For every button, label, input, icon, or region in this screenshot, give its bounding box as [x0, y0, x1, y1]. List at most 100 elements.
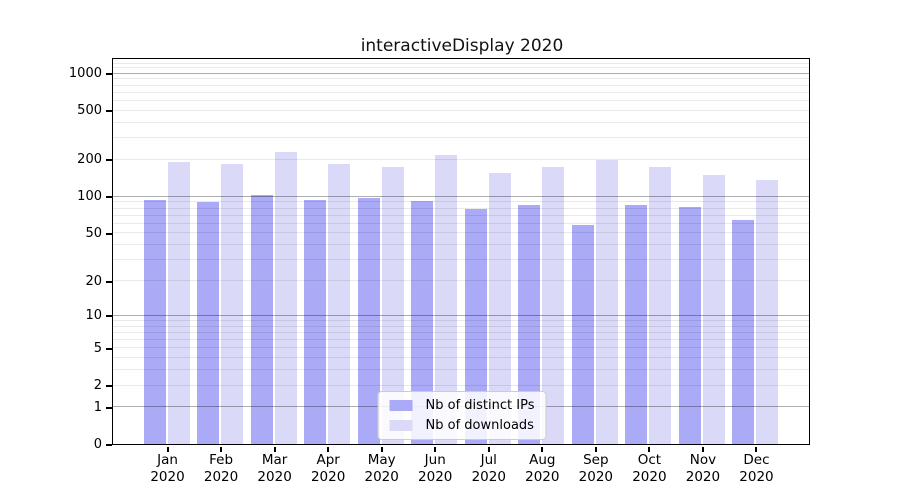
gridline-minor-1200	[113, 62, 809, 64]
x-tick-month: Jun	[424, 452, 446, 468]
x-tick-label-sep: Sep 2020	[564, 452, 628, 486]
bar-downloads-may	[381, 167, 404, 444]
legend-item-distinct-ips: Nb of distinct IPs	[389, 398, 534, 413]
x-tick-mark-oct	[648, 447, 651, 452]
gridline-minor-40	[113, 244, 809, 246]
x-tick-month: Aug	[529, 452, 556, 468]
y-tick-mark-2	[106, 385, 112, 388]
y-tick-mark-0	[106, 444, 112, 446]
x-tick-mark-nov	[701, 447, 704, 452]
x-tick-year: 2020	[150, 469, 185, 485]
x-tick-mark-jul	[487, 447, 490, 452]
y-tick-mark-10	[106, 315, 112, 318]
y-tick-mark-1000	[106, 73, 112, 76]
gridline-minor-70	[113, 214, 809, 216]
y-tick-label-500: 500	[77, 103, 102, 119]
x-tick-label-nov: Nov 2020	[671, 452, 735, 486]
bar-ips-jul	[464, 208, 487, 444]
grid-layer	[113, 59, 809, 444]
gridline-minor-8	[113, 325, 809, 327]
bars-layer	[113, 59, 809, 444]
x-tick-year: 2020	[525, 469, 560, 485]
x-tick-year: 2020	[310, 469, 346, 485]
gridline-minor-90	[113, 201, 809, 203]
y-tick-label-10: 10	[85, 308, 102, 324]
bar-ips-feb	[197, 201, 220, 444]
bar-downloads-aug	[542, 166, 565, 444]
gridline-minor-1100	[113, 67, 809, 69]
legend-swatch-downloads	[389, 420, 413, 431]
x-tick-mark-aug	[541, 447, 544, 452]
gridline-minor-900	[113, 78, 809, 80]
y-tick-mark-500	[106, 110, 112, 113]
x-tick-year: 2020	[471, 469, 506, 485]
bar-ips-jan	[143, 200, 166, 444]
y-tick-label-20: 20	[85, 273, 102, 289]
bar-downloads-jun	[435, 155, 458, 444]
x-tick-year: 2020	[364, 469, 399, 485]
y-tick-label-1000: 1000	[68, 66, 102, 82]
x-tick-label-mar: Mar 2020	[243, 452, 307, 486]
y-tick-mark-100	[106, 196, 112, 199]
x-tick-year: 2020	[685, 469, 721, 485]
legend: Nb of distinct IPs Nb of downloads	[377, 391, 547, 440]
x-tick-mark-jun	[434, 447, 437, 452]
gridline-minor-6	[113, 339, 809, 341]
y-tick-mark-20	[106, 280, 112, 283]
x-tick-mark-apr	[327, 447, 330, 452]
gridline-minor-400	[113, 121, 809, 123]
plot-area	[112, 58, 810, 445]
x-tick-mark-dec	[755, 447, 758, 452]
y-tick-label-2: 2	[93, 378, 102, 394]
x-tick-label-jan: Jan 2020	[136, 452, 200, 486]
legend-item-downloads: Nb of downloads	[389, 418, 535, 433]
bar-ips-dec	[732, 219, 755, 444]
gridline-minor-60	[113, 222, 809, 224]
bar-ips-mar	[250, 195, 273, 444]
y-tick-mark-50	[106, 232, 112, 235]
bar-downloads-feb	[221, 163, 244, 444]
gridline-minor-300	[113, 137, 809, 139]
x-tick-label-jul: Jul 2020	[457, 452, 521, 486]
x-tick-month: May	[367, 452, 396, 468]
x-tick-mark-jan	[166, 447, 169, 452]
y-tick-mark-200	[106, 159, 112, 162]
gridline-minor-2	[113, 384, 809, 386]
gridline-minor-800	[113, 84, 809, 86]
x-tick-month: Apr	[316, 452, 340, 468]
x-tick-label-aug: Aug 2020	[510, 452, 574, 486]
x-tick-mark-sep	[594, 447, 597, 452]
gridline-minor-500	[113, 109, 809, 111]
x-tick-month: Mar	[261, 452, 288, 468]
x-tick-label-apr: Apr 2020	[296, 452, 360, 486]
x-tick-month: Dec	[743, 452, 770, 468]
gridline-minor-80	[113, 207, 809, 209]
y-tick-mark-1	[106, 406, 112, 409]
bar-downloads-dec	[756, 179, 779, 444]
gridline-minor-4	[113, 357, 809, 359]
legend-label-downloads: Nb of downloads	[425, 418, 534, 433]
x-tick-month: Nov	[689, 452, 717, 468]
gridline-major-10	[113, 314, 809, 316]
bar-ips-aug	[518, 204, 541, 444]
x-tick-month: Sep	[583, 452, 609, 468]
x-tick-month: Feb	[209, 452, 234, 468]
legend-swatch-distinct-ips	[389, 400, 413, 411]
x-tick-month: Jul	[480, 452, 497, 468]
bar-downloads-apr	[328, 163, 351, 444]
x-tick-mark-may	[380, 447, 383, 452]
gridline-minor-700	[113, 91, 809, 93]
gridline-minor-5	[113, 347, 809, 349]
x-tick-year: 2020	[632, 469, 667, 485]
bar-ips-sep	[571, 225, 594, 444]
bar-ips-oct	[625, 204, 648, 444]
x-tick-mark-mar	[273, 447, 276, 452]
y-tick-label-5: 5	[93, 340, 102, 356]
bar-downloads-oct	[649, 166, 672, 444]
gridline-minor-600	[113, 99, 809, 101]
gridline-minor-9	[113, 319, 809, 321]
bar-ips-jun	[411, 200, 434, 444]
x-tick-label-dec: Dec 2020	[724, 452, 788, 486]
x-tick-month: Jan	[157, 452, 178, 468]
